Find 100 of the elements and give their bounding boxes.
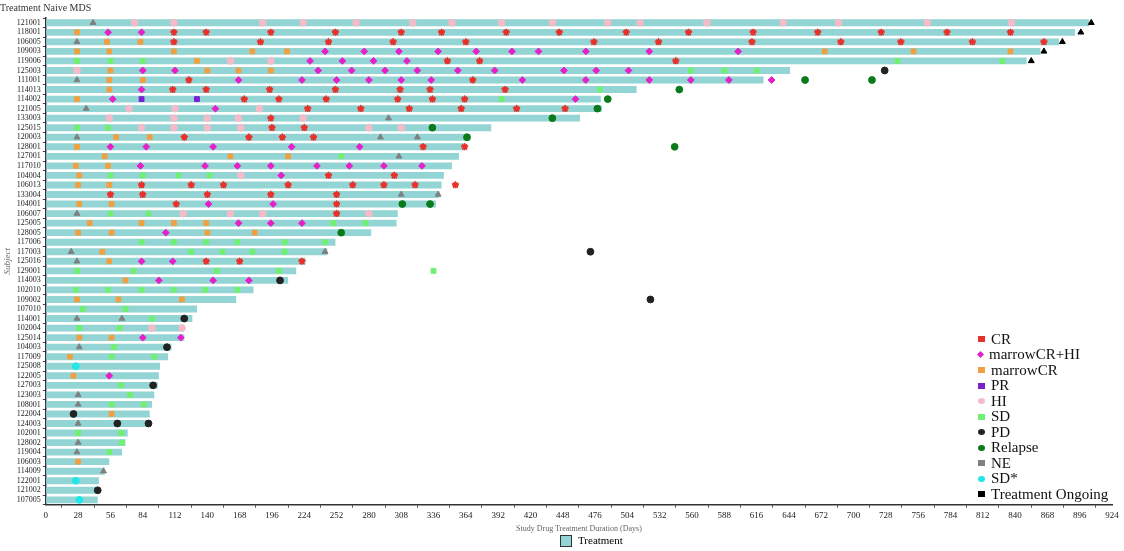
x-tick-label: 308 [394,510,409,521]
x-tick-label: 588 [717,510,732,521]
x-tick-label: 140 [200,510,215,521]
y-tick-label: 111001 [17,75,41,85]
x-tick-label: 728 [879,510,894,521]
x-tick-label: 532 [652,510,667,521]
y-tick-label: 122005 [16,370,41,380]
bar [46,95,601,103]
y-tick-label: 121001 [16,17,41,27]
y-tick-label: 104001 [16,199,41,209]
y-tick-label: 117009 [17,351,41,361]
bar [46,391,155,399]
y-tick-label: 108001 [16,399,41,409]
x-tick-label: 644 [782,510,797,521]
y-axis-title: Subject [1,247,12,275]
x-tick-label: 280 [362,510,377,521]
legend-label: NE [991,454,1011,472]
y-tick-label: 106013 [16,180,41,190]
y-tick-label: 125015 [16,122,41,132]
legend-label: SD* [991,470,1018,487]
legend-label: CR [991,330,1012,348]
x-tick-label: 168 [232,510,247,521]
y-tick-label: 102004 [16,323,41,333]
y-tick-label: 119006 [17,56,41,66]
y-tick-label: 114009 [17,466,41,476]
x-tick-label: 504 [620,510,635,521]
bar [46,86,637,93]
y-tick-label: 114002 [17,94,41,104]
x-tick-label: 812 [976,510,990,521]
legend-label: HI [991,392,1007,410]
bar [46,162,452,170]
x-tick-label: 420 [523,510,538,521]
x-tick-label: 196 [265,510,280,521]
x-tick-label: 560 [685,510,700,521]
x-tick-label: 112 [168,510,182,521]
x-tick-label: 364 [459,510,474,521]
bar [46,191,440,198]
y-tick-label: 121002 [16,485,41,495]
y-tick-label: 118001 [17,27,41,37]
y-tick-label: 129001 [16,265,41,275]
legend-label: Treatment Ongoing [991,485,1109,503]
x-tick-label: 392 [491,510,505,521]
y-tick-label: 117006 [17,237,41,247]
x-tick-label: 56 [105,510,116,521]
x-tick-label: 84 [138,510,148,521]
x-tick-label: 224 [297,510,312,521]
y-tick-label: 127001 [16,151,41,161]
y-tick-label: 107010 [16,304,41,314]
y-tick-label: 122004 [16,409,41,419]
y-tick-label: 121005 [16,103,41,113]
y-tick-label: 106003 [16,456,41,466]
x-tick-label: 784 [943,510,958,521]
legend-label: SD [991,408,1011,425]
y-tick-label: 127003 [16,380,41,390]
bar [46,229,372,237]
chart-title: Treatment Naive MDS [0,1,92,13]
y-tick-label: 117003 [17,246,41,256]
y-tick-label: 125008 [16,361,41,371]
bar [46,296,237,303]
y-tick-label: 106005 [16,36,41,46]
bar [46,248,328,256]
y-tick-label: 104003 [16,342,41,352]
bar [46,467,105,475]
x-tick-label: 924 [1105,510,1120,521]
x-tick-label: 476 [588,510,603,521]
bar [46,47,1041,55]
y-tick-label: 109002 [16,294,41,304]
x-tick-label: 840 [1008,510,1023,521]
bar [46,362,161,370]
legend-label: Relapse [991,439,1039,456]
y-tick-label: 114003 [17,275,41,285]
x-tick-label: 896 [1072,510,1087,521]
y-tick-label: 106007 [16,208,41,218]
y-tick-label: 102001 [16,428,41,438]
bar [46,152,459,160]
x-tick-label: 756 [911,510,926,521]
y-tick-label: 124003 [16,418,41,428]
y-tick-label: 128005 [16,227,41,237]
legend-label: marrowCR+HI [989,346,1080,363]
y-tick-label: 125005 [16,218,41,228]
x-tick-label: 868 [1040,510,1055,521]
y-tick-label: 125003 [16,65,41,75]
y-tick-label: 104004 [16,170,41,180]
y-tick-label: 128001 [16,141,41,151]
x-tick-label: 672 [814,510,828,521]
y-tick-label: 133003 [16,113,41,123]
y-tick-label: 133004 [16,189,41,199]
y-tick-label: 125014 [16,332,41,342]
x-tick-label: 252 [329,510,344,521]
legend-label: PD [991,423,1011,441]
bar [46,458,110,466]
y-tick-label: 117010 [17,160,41,170]
y-tick-label: 119004 [17,447,41,457]
x-tick-label: 336 [426,510,441,521]
x-tick-label: 700 [846,510,861,521]
y-tick-label: 120003 [16,132,41,142]
x-axis-title: Study Drug Treatment Duration (Days) [516,524,643,534]
legend-label: marrowCR [991,361,1058,379]
x-tick-label: 448 [556,510,570,521]
x-tick-label: 616 [749,510,764,521]
